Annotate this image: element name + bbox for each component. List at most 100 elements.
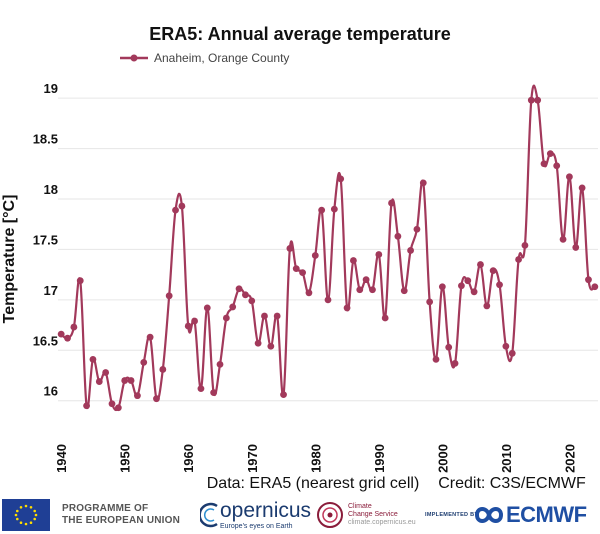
- data-point: [521, 242, 529, 249]
- data-point: [229, 303, 237, 311]
- data-point: [114, 404, 122, 412]
- eu-flag-icon: [2, 498, 50, 531]
- data-point: [553, 162, 561, 170]
- data-point: [83, 402, 90, 410]
- data-point: [337, 175, 345, 183]
- y-tick-label: 17: [44, 283, 58, 298]
- data-point: [57, 330, 65, 338]
- y-tick-label: 19: [44, 81, 58, 96]
- data-point: [280, 391, 287, 399]
- copernicus-c-icon: [200, 502, 218, 527]
- data-point: [261, 312, 268, 320]
- data-point: [146, 333, 154, 341]
- x-tick-label: 2000: [435, 444, 450, 473]
- x-tick-label: 1940: [54, 444, 69, 473]
- data-point: [394, 232, 402, 240]
- c3s-url: climate.copernicus.eu: [348, 518, 416, 526]
- chart-title: ERA5: Annual average temperature: [149, 24, 450, 44]
- ecmwf-wordmark: ECMWF: [506, 501, 587, 527]
- data-point: [419, 179, 427, 187]
- data-point: [248, 297, 256, 305]
- c3s-swirl-icon: [317, 501, 343, 528]
- footer-logos: PROGRAMME OF THE EUROPEAN UNION opernicu…: [0, 495, 600, 534]
- data-point: [451, 359, 459, 367]
- data-point: [559, 235, 567, 243]
- data-point: [191, 317, 198, 325]
- data-point: [578, 184, 586, 192]
- x-tick-label: 1970: [245, 444, 260, 473]
- data-point: [464, 277, 472, 285]
- ecmwf-logo: ECMWF: [472, 495, 587, 534]
- data-point: [318, 206, 326, 214]
- data-point: [388, 199, 395, 207]
- data-point: [235, 285, 243, 293]
- grid-lines: [58, 97, 598, 402]
- y-tick-label: 18.5: [33, 132, 58, 147]
- eu-line-1: PROGRAMME OF: [62, 502, 149, 514]
- data-point: [426, 298, 434, 306]
- ecmwf-symbol-icon: [474, 506, 504, 523]
- data-point: [172, 206, 179, 214]
- copernicus-logo: opernicus Europe's eyes on Earth: [200, 495, 311, 534]
- data-point: [546, 150, 554, 158]
- y-tick-label: 16: [44, 384, 58, 399]
- y-tick-label: 18: [44, 182, 58, 197]
- data-point: [197, 385, 205, 393]
- data-point: [242, 291, 249, 299]
- data-point: [540, 160, 548, 168]
- data-point: [496, 281, 503, 289]
- data-point: [330, 205, 338, 213]
- data-point: [534, 96, 542, 104]
- data-point: [458, 282, 465, 290]
- legend-label: Anaheim, Orange County: [154, 51, 289, 65]
- data-point: [70, 323, 78, 331]
- c3s-line-2: Change Service: [348, 510, 398, 518]
- data-point: [267, 342, 275, 350]
- data-point: [324, 296, 332, 304]
- eu-programme-text: PROGRAMME OF THE EUROPEAN UNION: [62, 495, 180, 534]
- eu-logo: [2, 495, 50, 534]
- data-point: [508, 349, 516, 357]
- data-point: [254, 339, 262, 347]
- data-point: [407, 247, 414, 254]
- legend-marker: [130, 54, 138, 62]
- data-point: [350, 257, 357, 264]
- data-point: [477, 261, 484, 268]
- data-point: [343, 304, 351, 312]
- data-point: [102, 369, 110, 376]
- data-point: [591, 283, 599, 291]
- data-point: [216, 361, 224, 368]
- data-point: [362, 276, 370, 284]
- data-point: [184, 322, 192, 330]
- legend: Anaheim, Orange County: [120, 51, 289, 65]
- data-point: [489, 267, 497, 275]
- data-point: [305, 289, 313, 297]
- data-point: [140, 358, 148, 366]
- data-point: [483, 302, 491, 310]
- data-point: [159, 366, 167, 373]
- y-axis-label: Temperature [°C]: [1, 195, 18, 324]
- x-tick-label: 2010: [499, 444, 514, 473]
- credit-caption: Credit: C3S/ECMWF: [438, 475, 586, 492]
- data-point: [566, 173, 573, 181]
- data-point: [400, 287, 408, 295]
- series-points: [57, 96, 599, 412]
- data-point: [356, 286, 364, 294]
- data-source-caption: Data: ERA5 (nearest grid cell): [207, 475, 420, 492]
- data-point: [127, 377, 135, 384]
- data-point: [95, 378, 103, 385]
- data-point: [292, 265, 300, 272]
- x-tick-label: 1990: [372, 444, 387, 473]
- data-point: [64, 334, 71, 342]
- data-point: [375, 251, 383, 258]
- x-axis-ticks: 1940 1950 1960 1970 1980 1990 2000 2010 2020: [54, 444, 577, 473]
- data-point: [413, 225, 421, 233]
- data-point: [438, 283, 446, 291]
- data-point: [76, 277, 84, 285]
- x-tick-label: 1960: [181, 444, 196, 473]
- data-point: [299, 269, 306, 277]
- data-point: [572, 244, 580, 251]
- data-point: [445, 343, 453, 351]
- x-tick-label: 1980: [308, 444, 323, 473]
- data-point: [311, 252, 319, 259]
